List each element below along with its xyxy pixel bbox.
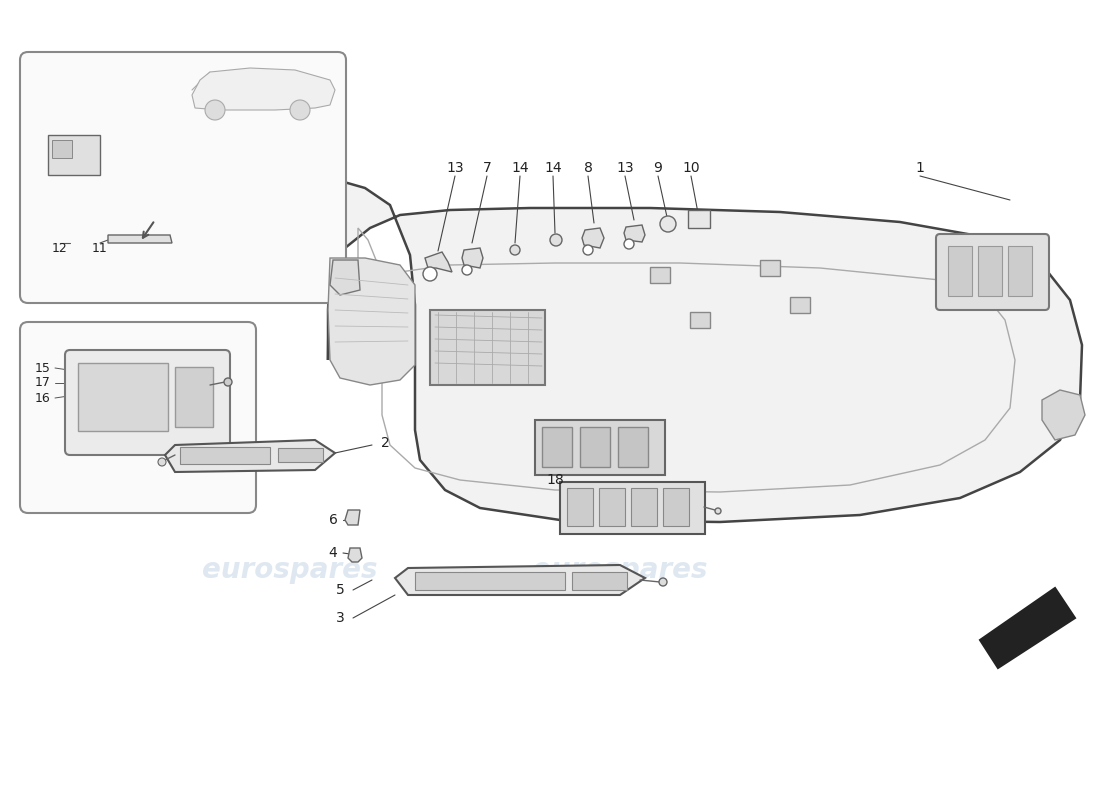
Bar bbox=[663, 488, 689, 526]
Bar bbox=[572, 572, 627, 590]
Bar bbox=[78, 363, 168, 431]
FancyBboxPatch shape bbox=[20, 52, 346, 303]
Bar bbox=[688, 210, 710, 228]
Bar bbox=[52, 140, 72, 158]
Text: 12: 12 bbox=[52, 242, 68, 254]
FancyBboxPatch shape bbox=[65, 350, 230, 455]
Text: 4: 4 bbox=[329, 546, 338, 560]
Text: 2: 2 bbox=[381, 436, 389, 450]
Text: 15: 15 bbox=[35, 362, 51, 374]
Bar bbox=[278, 448, 323, 462]
Text: 3: 3 bbox=[336, 611, 344, 625]
Circle shape bbox=[510, 245, 520, 255]
Circle shape bbox=[424, 267, 437, 281]
Text: 1: 1 bbox=[915, 161, 924, 175]
Polygon shape bbox=[165, 440, 336, 472]
Polygon shape bbox=[108, 235, 172, 243]
Circle shape bbox=[158, 458, 166, 466]
Text: 16: 16 bbox=[35, 391, 51, 405]
Bar bbox=[180, 447, 270, 464]
Circle shape bbox=[624, 239, 634, 249]
Circle shape bbox=[583, 245, 593, 255]
Circle shape bbox=[659, 578, 667, 586]
Text: eurospares: eurospares bbox=[202, 556, 377, 584]
Circle shape bbox=[660, 216, 676, 232]
Bar bbox=[948, 246, 972, 296]
Text: 5: 5 bbox=[336, 583, 344, 597]
Bar bbox=[560, 482, 705, 534]
Text: eurospares: eurospares bbox=[532, 556, 707, 584]
Circle shape bbox=[715, 508, 720, 514]
Bar bbox=[415, 572, 565, 590]
Polygon shape bbox=[330, 260, 360, 295]
Polygon shape bbox=[462, 248, 483, 268]
Polygon shape bbox=[582, 228, 604, 248]
Polygon shape bbox=[395, 565, 645, 595]
Text: 17: 17 bbox=[35, 377, 51, 390]
Bar bbox=[542, 427, 572, 467]
Text: eurospares: eurospares bbox=[202, 206, 377, 234]
Bar bbox=[580, 427, 611, 467]
Bar bbox=[618, 427, 648, 467]
Bar bbox=[978, 246, 1002, 296]
Text: 10: 10 bbox=[682, 161, 700, 175]
Polygon shape bbox=[624, 225, 645, 242]
Polygon shape bbox=[328, 258, 415, 385]
Text: 18: 18 bbox=[546, 473, 564, 487]
FancyBboxPatch shape bbox=[936, 234, 1049, 310]
Bar bbox=[48, 135, 100, 175]
Bar bbox=[1008, 246, 1032, 296]
Bar bbox=[690, 312, 710, 328]
Bar bbox=[430, 310, 544, 385]
Circle shape bbox=[290, 100, 310, 120]
Polygon shape bbox=[348, 548, 362, 562]
Text: 7: 7 bbox=[483, 161, 492, 175]
Circle shape bbox=[205, 100, 225, 120]
Polygon shape bbox=[345, 510, 360, 525]
Text: 6: 6 bbox=[329, 513, 338, 527]
FancyBboxPatch shape bbox=[20, 322, 256, 513]
Text: 8: 8 bbox=[584, 161, 593, 175]
Bar bbox=[631, 488, 657, 526]
Polygon shape bbox=[425, 252, 452, 272]
Polygon shape bbox=[328, 178, 1082, 522]
Bar bbox=[535, 420, 666, 475]
Polygon shape bbox=[1042, 390, 1085, 440]
Circle shape bbox=[224, 378, 232, 386]
Bar bbox=[175, 367, 213, 427]
Bar bbox=[566, 488, 593, 526]
Bar bbox=[600, 488, 625, 526]
Text: 13: 13 bbox=[616, 161, 634, 175]
Text: 11: 11 bbox=[92, 242, 108, 254]
Polygon shape bbox=[980, 588, 1075, 668]
Circle shape bbox=[550, 234, 562, 246]
Polygon shape bbox=[192, 68, 336, 110]
Text: 13: 13 bbox=[447, 161, 464, 175]
Text: 14: 14 bbox=[512, 161, 529, 175]
Bar bbox=[760, 260, 780, 276]
Circle shape bbox=[462, 265, 472, 275]
Text: 14: 14 bbox=[544, 161, 562, 175]
Text: eurospares: eurospares bbox=[532, 206, 707, 234]
Bar bbox=[650, 267, 670, 283]
Text: 9: 9 bbox=[653, 161, 662, 175]
Bar bbox=[790, 297, 810, 313]
